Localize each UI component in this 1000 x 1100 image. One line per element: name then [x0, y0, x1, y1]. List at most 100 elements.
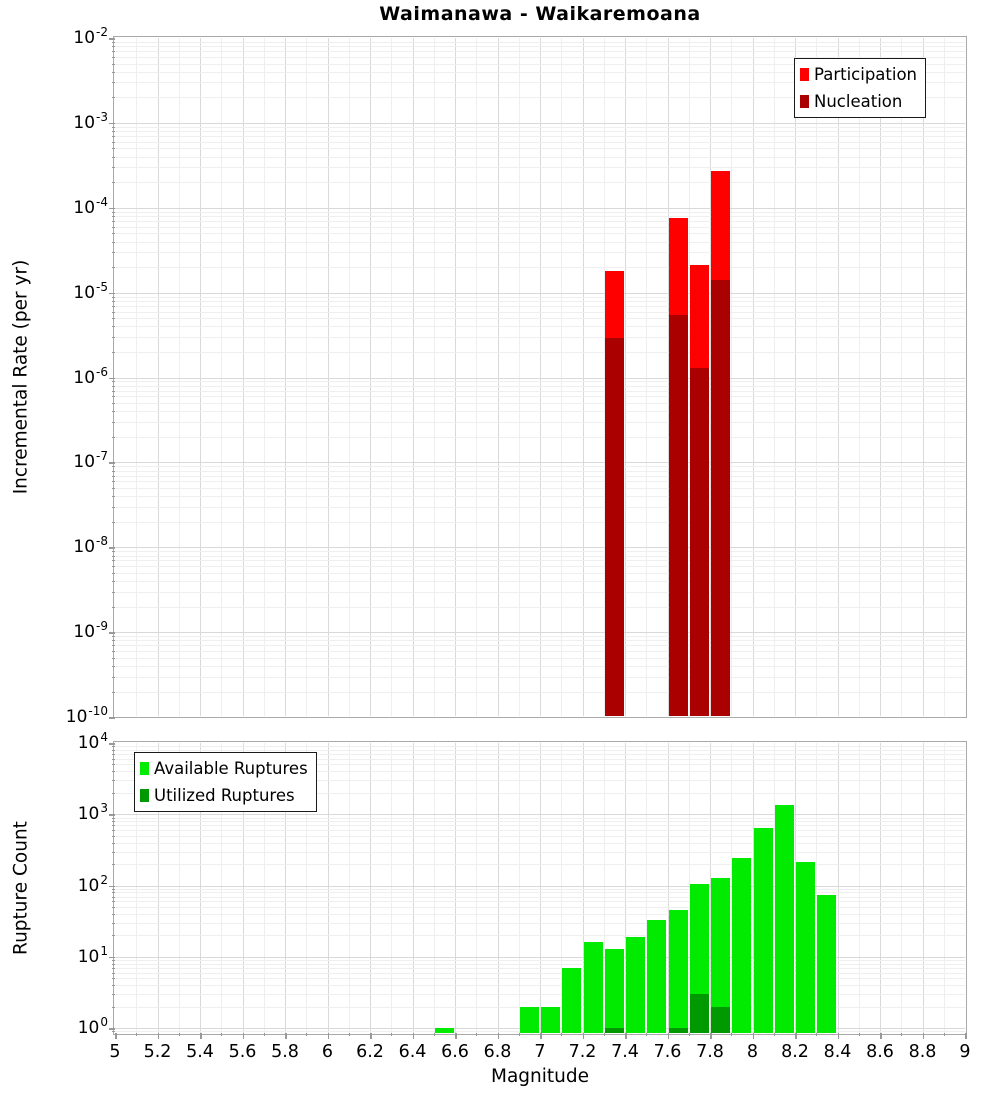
gridline: [178, 38, 180, 716]
gridline: [115, 665, 965, 667]
x-major-tick: [455, 1033, 457, 1039]
gridline: [667, 38, 669, 716]
gridline: [115, 56, 965, 58]
x-tick-label: 7.8: [696, 1042, 724, 1062]
x-major-tick: [327, 1033, 330, 1039]
y-minor-tick: [112, 396, 115, 398]
gridline: [115, 896, 965, 898]
y-minor-tick: [112, 311, 115, 313]
gridline: [370, 38, 371, 716]
gridline: [115, 749, 965, 751]
y-minor-tick: [112, 835, 115, 837]
bar-utilized-ruptures-m7.6: [668, 1028, 688, 1033]
y-minor-tick: [112, 913, 115, 915]
gridline: [115, 396, 965, 398]
y-minor-tick: [112, 985, 115, 987]
y-tick-label: 10-3: [73, 109, 108, 133]
y-tick-label: 102: [77, 872, 108, 896]
y-minor-tick: [112, 216, 115, 217]
gridline: [412, 743, 414, 1033]
gridline: [115, 41, 965, 43]
y-minor-tick: [112, 821, 115, 823]
gridline: [115, 252, 965, 254]
gridline: [115, 1031, 965, 1033]
x-tick-label: 6.6: [441, 1042, 469, 1062]
gridline: [943, 743, 945, 1033]
gridline: [115, 956, 965, 958]
gridline: [688, 743, 690, 1033]
y-minor-tick: [112, 764, 115, 766]
gridline: [752, 743, 754, 1033]
x-tick-label: 7: [534, 1042, 546, 1062]
gridline: [178, 743, 180, 1033]
gridline: [115, 960, 965, 961]
y-tick-label: 10-7: [73, 449, 108, 473]
gridline: [115, 632, 965, 634]
gridline: [115, 780, 965, 782]
gridline: [157, 743, 159, 1033]
gridline: [115, 226, 965, 228]
bar-available-ruptures-m8.2: [796, 861, 816, 1033]
y-minor-tick: [112, 830, 115, 832]
gridline: [115, 496, 965, 498]
x-minor-tick: [901, 1033, 903, 1036]
y-minor-tick: [112, 46, 115, 48]
y-minor-tick: [112, 421, 115, 423]
gridline: [115, 390, 965, 392]
gridline: [115, 581, 965, 582]
gridline: [115, 835, 965, 837]
y-tick-label: 10-4: [73, 194, 108, 218]
gridline: [115, 814, 965, 816]
y-minor-tick: [112, 572, 115, 574]
bar-available-ruptures-m7.5: [647, 919, 667, 1033]
y-minor-tick: [112, 960, 115, 961]
gridline: [455, 38, 456, 716]
x-tick-label: 8: [746, 1042, 759, 1062]
gridline: [115, 657, 965, 659]
y-minor-tick: [112, 994, 115, 995]
gridline: [115, 381, 965, 383]
gridline: [115, 131, 965, 133]
gridline: [433, 38, 435, 716]
gridline: [603, 38, 605, 716]
gridline: [497, 743, 499, 1033]
gridline: [880, 38, 881, 716]
gridline: [115, 141, 965, 143]
bar-available-ruptures-m7.9: [732, 858, 752, 1033]
gridline: [157, 38, 159, 716]
gridline: [646, 743, 648, 1033]
x-tick-label: 7.4: [611, 1042, 639, 1062]
gridline: [115, 906, 965, 908]
gridline: [115, 985, 965, 987]
x-minor-tick: [731, 1033, 733, 1036]
gridline: [242, 743, 244, 1033]
y-tick-label: 10-8: [73, 534, 108, 558]
gridline: [625, 743, 626, 1033]
gridline: [115, 758, 965, 760]
y-minor-tick: [112, 651, 115, 652]
y-minor-tick: [112, 318, 115, 320]
x-minor-tick: [136, 1033, 138, 1036]
gridline: [115, 311, 965, 313]
x-minor-tick: [306, 1033, 308, 1036]
x-major-tick: [710, 1033, 712, 1039]
x-minor-tick: [943, 1033, 945, 1036]
legend-item-utilized-ruptures: Utilized Ruptures: [140, 782, 308, 809]
y-minor-tick: [112, 126, 115, 128]
y-minor-tick: [112, 636, 115, 637]
utilized-ruptures-swatch-icon: [140, 789, 149, 802]
x-tick-label: 8.6: [866, 1042, 894, 1062]
x-tick-label: 5.4: [186, 1042, 214, 1062]
y-minor-tick: [112, 749, 115, 751]
y-minor-tick: [112, 963, 115, 965]
bar-available-ruptures-m8.1: [774, 805, 794, 1033]
x-tick-label: 5: [109, 1042, 121, 1062]
y-minor-tick: [112, 97, 115, 99]
gridline: [922, 38, 924, 716]
bar-available-ruptures-m7.3: [604, 948, 624, 1033]
gridline: [476, 743, 478, 1033]
bar-available-ruptures-m7.4: [626, 936, 646, 1033]
y-minor-tick: [112, 300, 115, 302]
x-major-tick: [497, 1033, 500, 1039]
y-minor-tick: [112, 676, 115, 678]
